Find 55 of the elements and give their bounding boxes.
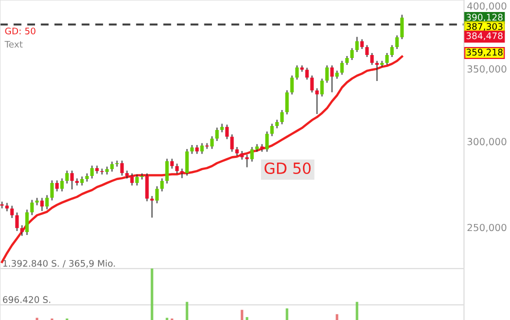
candlestick <box>135 174 139 186</box>
candlestick <box>160 178 164 192</box>
candlestick <box>15 212 19 232</box>
candlestick <box>375 60 379 82</box>
y-tick-label: 400,000 <box>467 2 506 11</box>
candlestick <box>250 146 254 162</box>
candlestick <box>50 180 54 201</box>
candlestick <box>40 197 44 212</box>
candlestick <box>225 124 229 140</box>
candlestick <box>55 180 59 192</box>
candlestick <box>215 127 219 142</box>
candlestick <box>110 161 114 172</box>
candlestick <box>330 64 334 93</box>
candlestick <box>60 178 64 192</box>
candlestick <box>25 209 29 236</box>
series-label: GD 50 <box>264 162 311 174</box>
annotation: GD: 50 <box>5 28 36 34</box>
text: 387,303 <box>466 23 502 31</box>
ref-line-label: 696.420 S. <box>2 296 50 304</box>
candlestick <box>340 60 344 76</box>
candlestick <box>200 142 204 154</box>
candlestick <box>305 67 309 80</box>
candlestick <box>90 165 94 179</box>
candlestick <box>390 44 394 58</box>
candlestick <box>395 34 399 50</box>
candlestick <box>290 75 294 95</box>
candlestick <box>155 186 159 204</box>
candlestick <box>270 123 274 137</box>
candlestick <box>315 88 319 114</box>
candlestick <box>350 48 354 60</box>
candlestick <box>265 130 269 152</box>
candlestick <box>205 142 209 150</box>
candlestick <box>65 170 69 184</box>
y-tick-label: 300,000 <box>468 138 506 146</box>
candlestick <box>165 158 169 184</box>
candlestick <box>20 224 24 236</box>
text: 384,478 <box>466 32 503 40</box>
candlestick <box>280 109 284 125</box>
text: 359,218 <box>466 48 503 57</box>
ref-line-label: 1.392.840 S. / 365,9 Mio. <box>3 260 115 268</box>
candlestick <box>325 64 329 84</box>
candlestick <box>370 52 374 66</box>
candlestick <box>245 154 249 168</box>
candlestick <box>295 64 299 80</box>
candlestick <box>130 172 134 186</box>
candlestick <box>400 14 404 40</box>
candlestick <box>230 134 234 152</box>
text: 390,128 <box>466 14 503 22</box>
y-tick-label: 350,000 <box>468 65 506 74</box>
y-tick-label: 250,000 <box>467 224 506 232</box>
candlestick <box>180 168 184 179</box>
candlestick <box>80 176 84 186</box>
candlestick <box>365 44 369 58</box>
annotation: Text <box>4 40 23 48</box>
candlestick <box>320 78 324 97</box>
